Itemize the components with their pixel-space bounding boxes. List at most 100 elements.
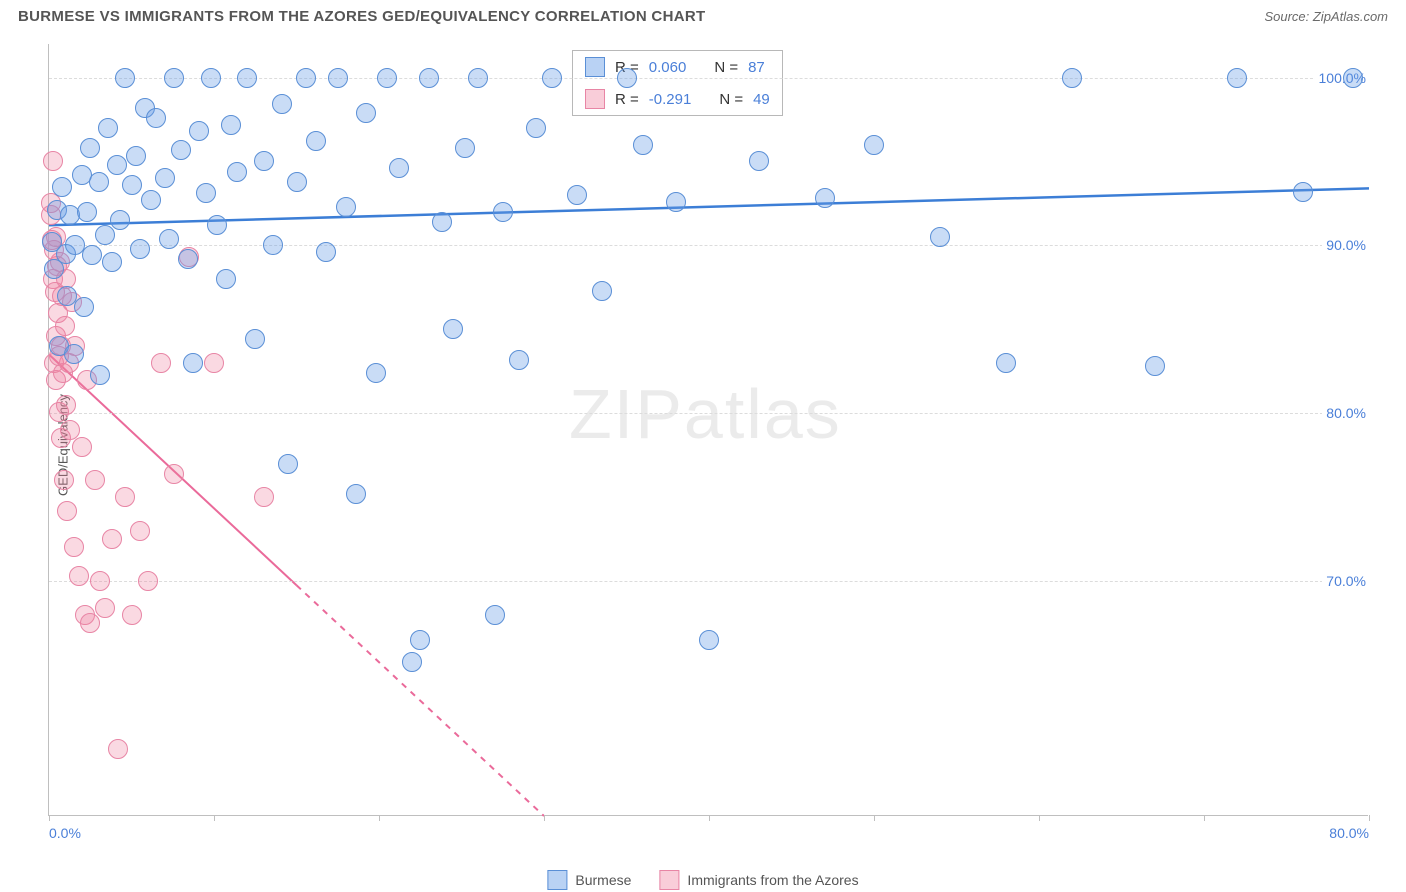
data-point (633, 135, 653, 155)
data-point (95, 225, 115, 245)
data-point (455, 138, 475, 158)
x-tick (544, 815, 545, 821)
scatter-plot: ZIPatlas R = 0.060 N = 87 R = -0.291 N =… (48, 44, 1368, 816)
data-point (130, 521, 150, 541)
data-point (410, 630, 430, 650)
data-point (107, 155, 127, 175)
bottom-legend: Burmese Immigrants from the Azores (547, 870, 858, 890)
data-point (402, 652, 422, 672)
data-point (57, 501, 77, 521)
x-tick-label: 0.0% (49, 825, 81, 841)
data-point (221, 115, 241, 135)
trend-lines (49, 44, 1368, 815)
data-point (77, 202, 97, 222)
data-point (278, 454, 298, 474)
chart-header: BURMESE VS IMMIGRANTS FROM THE AZORES GE… (0, 0, 1406, 29)
legend-item-burmese: Burmese (547, 870, 631, 890)
stat-n-burmese: 87 (748, 59, 765, 76)
swatch-azores (585, 89, 605, 109)
data-point (64, 344, 84, 364)
data-point (72, 437, 92, 457)
x-tick (379, 815, 380, 821)
stat-r-azores: -0.291 (649, 91, 692, 108)
data-point (699, 630, 719, 650)
data-point (930, 227, 950, 247)
stat-n-label: N = (714, 59, 738, 76)
chart-area: GED/Equivalency ZIPatlas R = 0.060 N = 8… (0, 40, 1406, 850)
data-point (90, 365, 110, 385)
swatch-burmese (585, 57, 605, 77)
stat-n-azores: 49 (753, 91, 770, 108)
data-point (996, 353, 1016, 373)
x-tick-label: 80.0% (1329, 825, 1369, 841)
data-point (146, 108, 166, 128)
data-point (56, 395, 76, 415)
data-point (115, 68, 135, 88)
x-tick (214, 815, 215, 821)
chart-source: Source: ZipAtlas.com (1264, 9, 1388, 24)
data-point (316, 242, 336, 262)
data-point (138, 571, 158, 591)
data-point (85, 470, 105, 490)
data-point (108, 739, 128, 759)
y-tick-label: 80.0% (1322, 405, 1370, 421)
data-point (245, 329, 265, 349)
data-point (98, 118, 118, 138)
trend-line (297, 585, 545, 816)
data-point (306, 131, 326, 151)
data-point (617, 68, 637, 88)
data-point (122, 175, 142, 195)
stat-r-label: R = (615, 91, 639, 108)
data-point (115, 487, 135, 507)
data-point (151, 353, 171, 373)
data-point (69, 566, 89, 586)
y-tick-label: 90.0% (1322, 237, 1370, 253)
x-tick (874, 815, 875, 821)
data-point (336, 197, 356, 217)
data-point (54, 470, 74, 490)
data-point (102, 252, 122, 272)
data-point (110, 210, 130, 230)
data-point (542, 68, 562, 88)
grid-line (49, 413, 1368, 414)
data-point (80, 138, 100, 158)
data-point (666, 192, 686, 212)
data-point (196, 183, 216, 203)
data-point (328, 68, 348, 88)
data-point (80, 613, 100, 633)
data-point (164, 68, 184, 88)
data-point (216, 269, 236, 289)
data-point (377, 68, 397, 88)
data-point (237, 68, 257, 88)
data-point (1145, 356, 1165, 376)
correlation-stats-box: R = 0.060 N = 87 R = -0.291 N = 49 (572, 50, 783, 116)
data-point (493, 202, 513, 222)
data-point (419, 68, 439, 88)
data-point (864, 135, 884, 155)
data-point (207, 215, 227, 235)
grid-line (49, 245, 1368, 246)
data-point (183, 353, 203, 373)
data-point (164, 464, 184, 484)
data-point (592, 281, 612, 301)
data-point (89, 172, 109, 192)
grid-line (49, 581, 1368, 582)
data-point (52, 177, 72, 197)
legend-swatch-azores (659, 870, 679, 890)
data-point (159, 229, 179, 249)
data-point (227, 162, 247, 182)
data-point (90, 571, 110, 591)
data-point (815, 188, 835, 208)
data-point (201, 68, 221, 88)
data-point (287, 172, 307, 192)
data-point (1293, 182, 1313, 202)
data-point (432, 212, 452, 232)
x-tick (1204, 815, 1205, 821)
data-point (509, 350, 529, 370)
data-point (141, 190, 161, 210)
legend-swatch-burmese (547, 870, 567, 890)
x-tick (1039, 815, 1040, 821)
legend-label-azores: Immigrants from the Azores (687, 872, 858, 888)
data-point (485, 605, 505, 625)
stats-row-azores: R = -0.291 N = 49 (573, 83, 782, 115)
